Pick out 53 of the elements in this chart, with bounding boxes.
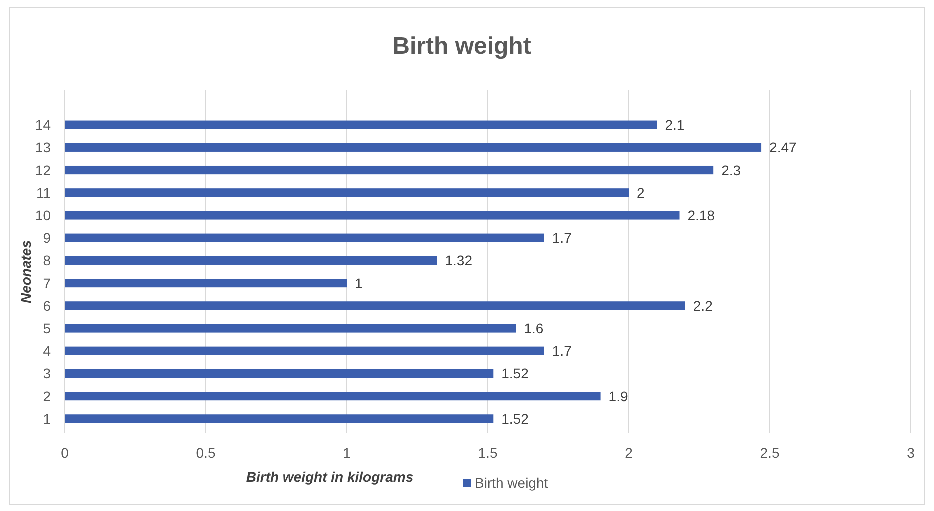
data-label: 1	[355, 275, 363, 292]
bar	[65, 188, 629, 198]
data-label: 2.1	[665, 117, 685, 134]
y-tick-label: 14	[35, 117, 52, 134]
y-tick-label: 9	[43, 230, 52, 246]
bar	[65, 346, 544, 356]
data-label: 2.18	[688, 207, 716, 224]
bar	[65, 414, 494, 424]
y-tick-label: 3	[43, 366, 52, 382]
y-tick-label: 13	[35, 140, 52, 156]
y-tick-label: 11	[36, 184, 52, 201]
data-label: 1.6	[524, 320, 544, 337]
chart-title: Birth weight	[392, 33, 532, 60]
y-tick-label: 10	[35, 207, 52, 224]
x-tick-label: 0.5	[196, 445, 216, 461]
y-tick-label: 12	[35, 162, 52, 178]
data-label: 1.52	[502, 366, 530, 382]
data-label: 2.3	[722, 162, 742, 178]
x-tick-label: 3	[907, 445, 916, 461]
x-tick-label: 1.5	[478, 445, 498, 461]
bar	[65, 234, 544, 242]
bar	[65, 256, 438, 265]
data-label: 1.32	[445, 252, 473, 269]
x-tick-label: 0	[61, 445, 70, 461]
bar	[65, 211, 680, 220]
bar	[65, 369, 494, 378]
x-tick-label: 1	[343, 445, 352, 461]
data-label: 2	[637, 184, 645, 201]
y-axis-title: Neonates	[18, 240, 34, 304]
y-tick-label: 5	[43, 320, 52, 337]
y-tick-label: 8	[43, 252, 52, 269]
bar	[65, 120, 658, 130]
y-tick-label: 4	[43, 343, 52, 360]
bar	[65, 279, 347, 288]
data-label: 1.9	[608, 388, 628, 404]
data-label: 2.47	[770, 140, 797, 156]
bar	[65, 143, 762, 152]
y-tick-label: 6	[43, 298, 52, 314]
y-tick-label: 7	[43, 275, 52, 292]
data-label: 2.2	[693, 298, 714, 314]
x-axis-title: Birth weight in kilograms	[246, 469, 414, 485]
data-label: 1.7	[552, 230, 572, 246]
data-label: 1.52	[502, 410, 530, 427]
x-tick-label: 2	[625, 445, 634, 461]
data-label: 1.7	[552, 343, 572, 360]
bar	[65, 392, 601, 401]
bar	[65, 324, 516, 333]
bar	[65, 302, 686, 310]
bar	[65, 166, 714, 175]
legend-label: Birth weight	[475, 475, 548, 491]
y-tick-label: 2	[43, 388, 52, 404]
y-tick-label: 1	[43, 410, 52, 427]
x-tick-label: 2.5	[760, 445, 780, 461]
